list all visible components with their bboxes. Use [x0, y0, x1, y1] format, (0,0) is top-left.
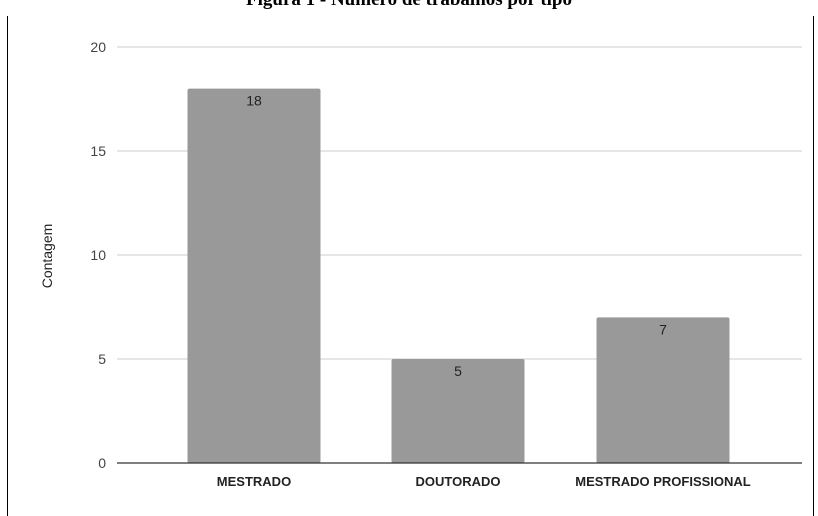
x-tick-label: DOUTORADO — [416, 474, 501, 489]
y-tick-label: 10 — [90, 247, 106, 263]
x-tick-label: MESTRADO PROFISSIONAL — [575, 474, 751, 489]
figure-frame — [7, 16, 814, 516]
y-tick-label: 20 — [90, 39, 106, 55]
x-axis-ticks: MESTRADO DOUTORADO MESTRADO PROFISSIONAL — [217, 474, 751, 489]
bar — [391, 359, 525, 463]
figure-caption: Figura 1 - Número de trabalhos por tipo — [0, 0, 818, 11]
x-tick-label: MESTRADO — [217, 474, 291, 489]
bar-value-label: 7 — [659, 321, 667, 337]
bars — [187, 88, 730, 463]
bar-value-label: 18 — [246, 93, 262, 109]
bar — [596, 317, 730, 463]
y-axis-label: Contagem — [39, 224, 55, 289]
y-tick-label: 5 — [98, 351, 106, 367]
y-tick-label: 15 — [90, 143, 106, 159]
y-tick-label: 0 — [98, 455, 106, 471]
bar — [187, 88, 321, 463]
y-axis-ticks: 0 5 10 15 20 — [90, 39, 106, 471]
bar-value-label: 5 — [454, 363, 462, 379]
